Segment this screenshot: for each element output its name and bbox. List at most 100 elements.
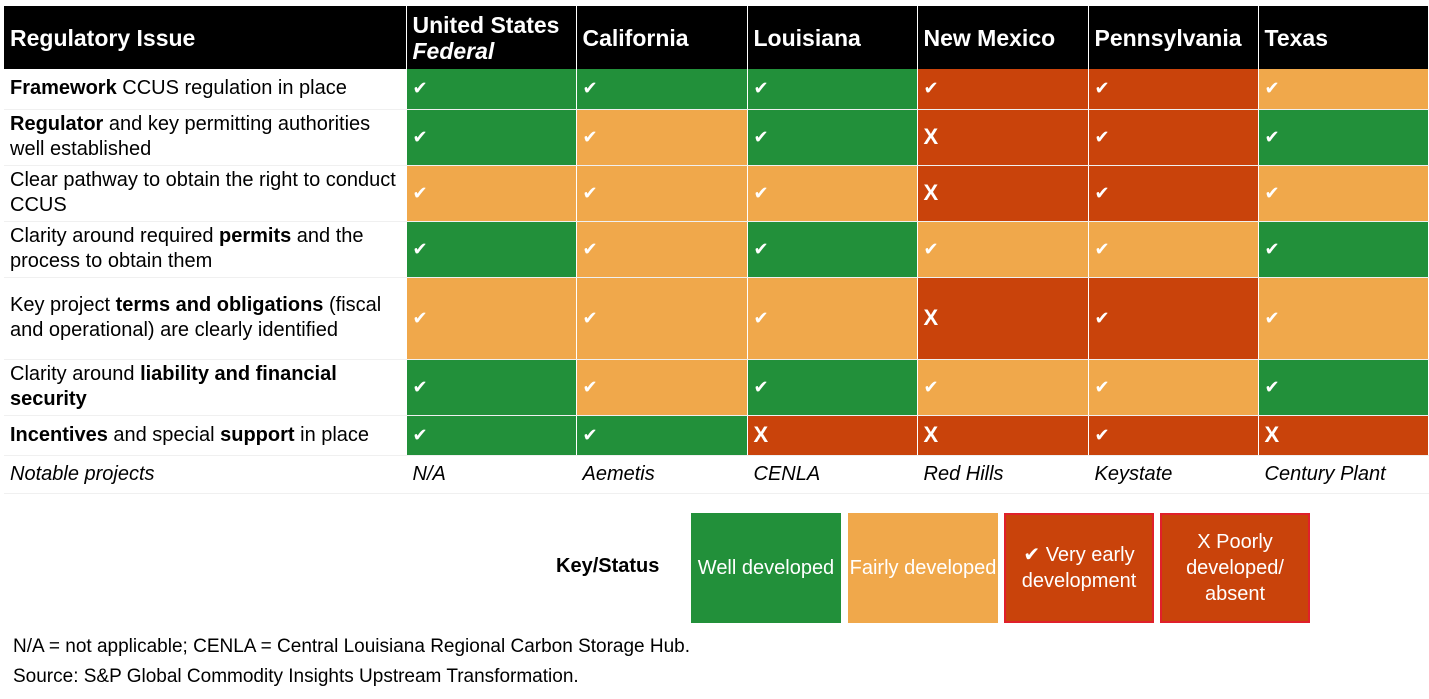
status-cell-texas: ✔: [1258, 277, 1429, 360]
x-mark-icon: X: [923, 304, 939, 330]
table-row: Clarity around liability and financial s…: [4, 359, 1429, 416]
status-cell-louisiana: ✔: [747, 69, 918, 110]
issue-text-part: (fiscal and operational) are clearly ide…: [10, 294, 382, 341]
check-icon: ✔: [1094, 307, 1110, 328]
col-header-california: California: [576, 6, 748, 69]
check-icon: ✔: [412, 307, 428, 328]
status-cell-pennsylvania: ✔: [1088, 165, 1259, 222]
col-header-issue: Regulatory Issue: [4, 6, 407, 69]
table-row: Regulator and key permitting authorities…: [4, 109, 1429, 166]
regulatory-issue-label: Framework CCUS regulation in place: [4, 69, 407, 110]
footnote-source: Source: S&P Global Commodity Insights Up…: [13, 666, 579, 687]
x-mark-icon: X: [753, 421, 769, 447]
legend-fairly-developed: Fairly developed: [848, 513, 998, 623]
footnotes: N/A = not applicable; CENLA = Central Lo…: [13, 632, 690, 692]
project-pennsylvania: Keystate: [1088, 455, 1259, 494]
status-cell-louisiana: ✔: [747, 359, 918, 416]
status-cell-texas: ✔: [1258, 359, 1429, 416]
check-icon: ✔: [412, 126, 428, 147]
status-cell-us-federal: ✔: [406, 109, 577, 166]
issue-text-part: Clarity around: [10, 363, 141, 385]
check-icon: ✔: [923, 238, 939, 259]
status-cell-new-mexico: X: [917, 165, 1089, 222]
status-cell-pennsylvania: ✔: [1088, 415, 1259, 456]
table-row: Clear pathway to obtain the right to con…: [4, 165, 1429, 222]
regulatory-issue-label: Incentives and special support in place: [4, 415, 407, 456]
issue-text-part: and key permitting authorities well esta…: [10, 113, 371, 160]
check-icon: ✔: [1264, 182, 1280, 203]
status-cell-pennsylvania: ✔: [1088, 109, 1259, 166]
check-icon: ✔: [753, 182, 769, 203]
status-cell-us-federal: ✔: [406, 415, 577, 456]
check-icon: ✔: [1094, 238, 1110, 259]
status-cell-us-federal: ✔: [406, 277, 577, 360]
status-cell-pennsylvania: ✔: [1088, 221, 1259, 278]
status-cell-pennsylvania: ✔: [1088, 359, 1259, 416]
status-cell-us-federal: ✔: [406, 221, 577, 278]
regulatory-issue-label: Key project terms and obligations (fisca…: [4, 277, 407, 360]
issue-text-part: and special: [107, 423, 221, 446]
check-icon: ✔: [753, 126, 769, 147]
status-cell-louisiana: ✔: [747, 109, 918, 166]
issue-text-part: Incentives: [10, 423, 108, 446]
issue-text-part: permits: [219, 225, 292, 247]
col-header-new-mexico: New Mexico: [917, 6, 1089, 69]
check-icon: ✔: [582, 424, 598, 445]
issue-text-part: Key project: [10, 294, 116, 316]
status-cell-texas: ✔: [1258, 69, 1429, 110]
notable-projects-row: Notable projects N/A Aemetis CENLA Red H…: [4, 455, 1429, 494]
status-cell-california: ✔: [576, 277, 748, 360]
check-icon: ✔: [1264, 307, 1280, 328]
check-icon: ✔: [1094, 376, 1110, 397]
status-cell-texas: ✔: [1258, 221, 1429, 278]
legend-label: Key/Status: [556, 555, 660, 577]
issue-text-part: CCUS regulation in place: [116, 77, 347, 100]
status-cell-new-mexico: ✔: [917, 221, 1089, 278]
x-mark-icon: X: [923, 179, 939, 205]
status-cell-california: ✔: [576, 359, 748, 416]
status-cell-louisiana: ✔: [747, 277, 918, 360]
regulatory-issue-label: Clarity around liability and financial s…: [4, 359, 407, 416]
table-row: Framework CCUS regulation in place ✔ ✔ ✔ ✔ ✔ ✔: [4, 69, 1429, 110]
status-cell-louisiana: X: [747, 415, 918, 456]
status-cell-texas: X: [1258, 415, 1429, 456]
table-row: Incentives and special support in place ✔…: [4, 415, 1429, 456]
issue-text-part: in place: [294, 423, 370, 446]
check-icon: ✔: [753, 376, 769, 397]
issue-text-part: support: [220, 423, 295, 446]
regulatory-status-table: Regulatory Issue United States Federal Ca…: [4, 6, 1429, 494]
check-icon: ✔: [1094, 182, 1110, 203]
status-cell-louisiana: ✔: [747, 221, 918, 278]
legend-well-developed: Well developed: [691, 513, 841, 623]
status-cell-us-federal: ✔: [406, 165, 577, 222]
project-us-federal: N/A: [406, 455, 577, 494]
check-icon: ✔: [923, 78, 939, 99]
issue-text-part: liability and financial security: [10, 363, 337, 410]
check-icon: ✔: [753, 307, 769, 328]
check-icon: ✔: [1094, 424, 1110, 445]
check-icon: ✔: [412, 238, 428, 259]
project-texas: Century Plant: [1258, 455, 1429, 494]
check-icon: ✔: [1094, 78, 1110, 99]
issue-text-part: Framework: [10, 77, 117, 100]
check-icon: ✔: [753, 238, 769, 259]
check-icon: ✔: [1264, 376, 1280, 397]
status-cell-california: ✔: [576, 69, 748, 110]
x-mark-icon: X: [923, 421, 939, 447]
header-row: Regulatory Issue United States Federal Ca…: [4, 6, 1428, 69]
issue-text-part: terms and obligations: [115, 294, 324, 316]
check-icon: ✔: [412, 424, 428, 445]
status-cell-pennsylvania: ✔: [1088, 277, 1259, 360]
col-header-pennsylvania: Pennsylvania: [1088, 6, 1259, 69]
status-cell-california: ✔: [576, 221, 748, 278]
check-icon: ✔: [582, 78, 598, 99]
check-icon: ✔: [1264, 78, 1280, 99]
status-cell-new-mexico: X: [917, 109, 1089, 166]
regulatory-issue-label: Clear pathway to obtain the right to con…: [4, 165, 407, 222]
check-icon: ✔: [412, 182, 428, 203]
status-cell-us-federal: ✔: [406, 69, 577, 110]
status-cell-california: ✔: [576, 165, 748, 222]
status-cell-new-mexico: X: [917, 277, 1089, 360]
status-cell-new-mexico: ✔: [917, 69, 1089, 110]
issue-text-part: Regulator: [10, 113, 104, 135]
